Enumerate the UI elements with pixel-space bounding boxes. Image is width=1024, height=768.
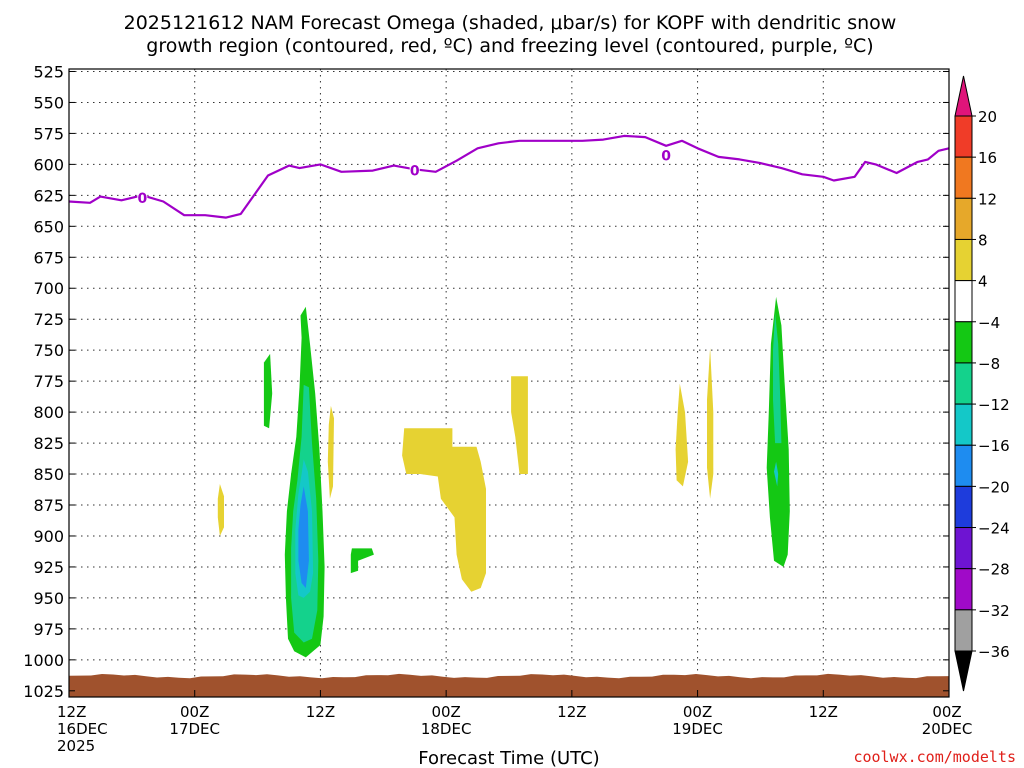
x-tick-label: 00Z [932,703,961,721]
y-tick-label: 825 [33,434,64,453]
x-axis-label: Forecast Time (UTC) [418,748,599,768]
colorbar-bin [954,444,973,487]
freezing-level-line [68,134,950,219]
x-tick-label: 00Z [683,703,712,721]
y-tick-label: 925 [33,558,64,577]
omega-region [298,486,309,588]
colorbar-bin [954,362,973,405]
colorbar-bin [954,321,973,364]
colorbar-label: −12 [978,396,1010,414]
colorbar-bin [954,485,973,529]
omega-region [263,353,273,429]
y-tick-label: 950 [33,589,64,608]
omega-region [707,347,714,499]
x-tick-label: 20DEC [922,720,973,738]
colorbar-label: −28 [978,561,1010,579]
colorbar-label: −32 [978,602,1010,620]
freezing-level-label-bg [661,147,672,162]
freezing-level-contour: 0 0 0 [68,134,950,219]
y-tick-label: 725 [33,310,64,329]
y-tick-label: 625 [33,186,64,205]
colorbar-label: 20 [978,108,997,126]
x-tick-label: 12Z [306,703,335,721]
chart-title-line-2: growth region (contoured, red, ºC) and f… [146,35,873,57]
grid-lines [69,69,949,697]
credit-text: coolwx.com/modelts [853,748,1016,766]
omega-region [511,376,528,474]
x-tick-label: 12Z [57,703,86,721]
freezing-level-label: 0 [410,164,420,180]
plot-frame [68,68,950,698]
colorbar-top-triangle [954,75,973,117]
colorbar-label: −16 [978,437,1010,455]
omega-region [402,428,486,592]
y-axis-ticks: 525 550 575 600 625 650 675 700 725 750 775 800 825 8… [23,62,949,701]
colorbar-bin [954,238,973,282]
colorbar-label: −24 [978,520,1010,538]
colorbar-label: −36 [978,643,1010,661]
y-tick-label: 750 [33,341,64,360]
y-tick-label: 900 [33,527,64,546]
omega-region [773,313,782,444]
x-tick-label: 19DEC [672,720,723,738]
colorbar-bin [954,115,973,158]
y-tick-label: 850 [33,465,64,484]
surface-layer-band [69,673,949,697]
y-tick-label: 775 [33,372,64,391]
y-tick-label: 675 [33,248,64,267]
x-tick-label: 12Z [557,703,586,721]
x-tick-label: 12Z [809,703,838,721]
colorbar-bin [954,197,973,240]
colorbar-label: 16 [978,149,997,167]
colorbar-label: −8 [978,355,1000,373]
omega-region [675,383,689,487]
freezing-level-label-bg [409,162,420,177]
colorbar-label: 12 [978,190,997,208]
y-tick-label: 800 [33,403,64,422]
omega-region [350,548,374,574]
surface-layer [69,673,949,697]
chart-title-line-1: 2025121612 NAM Forecast Omega (shaded, μ… [124,12,897,34]
colorbar-label: 8 [978,231,988,249]
colorbar: 20 16 12 8 4 −4 −8 −12 −16 −20 −24 −28 −32 −36 [954,75,1010,692]
omega-region [327,405,334,499]
y-tick-label: 1000 [23,651,64,670]
x-tick-label: 00Z [180,703,209,721]
y-tick-label: 550 [33,93,64,112]
colorbar-bin [954,527,973,570]
colorbar-label: −20 [978,478,1010,496]
x-tick-label: 00Z [431,703,460,721]
x-tick-label: 16DEC [57,720,108,738]
colorbar-bin [954,280,973,323]
y-tick-label: 575 [33,124,64,143]
y-tick-label: 700 [33,279,64,298]
omega-region [217,484,224,536]
colorbar-bin [954,156,973,199]
y-tick-label: 875 [33,496,64,515]
colorbar-bin [954,568,973,611]
y-tick-label: 1025 [23,682,64,701]
y-tick-label: 525 [33,62,64,81]
omega-shading [217,296,790,658]
colorbar-label: 4 [978,273,988,291]
freezing-level-label-bg [137,189,148,204]
x-tick-label: 17DEC [169,720,220,738]
x-tick-label: 2025 [57,737,95,755]
colorbar-label: −4 [978,314,1000,332]
omega-region [774,461,779,487]
y-tick-label: 600 [33,155,64,174]
freezing-level-label: 0 [137,191,147,207]
freezing-level-label: 0 [661,149,671,165]
colorbar-bin [954,609,973,652]
colorbar-bin [954,403,973,446]
x-tick-label: 18DEC [421,720,472,738]
colorbar-bottom-triangle [954,650,973,692]
y-tick-label: 975 [33,620,64,639]
y-tick-label: 650 [33,217,64,236]
